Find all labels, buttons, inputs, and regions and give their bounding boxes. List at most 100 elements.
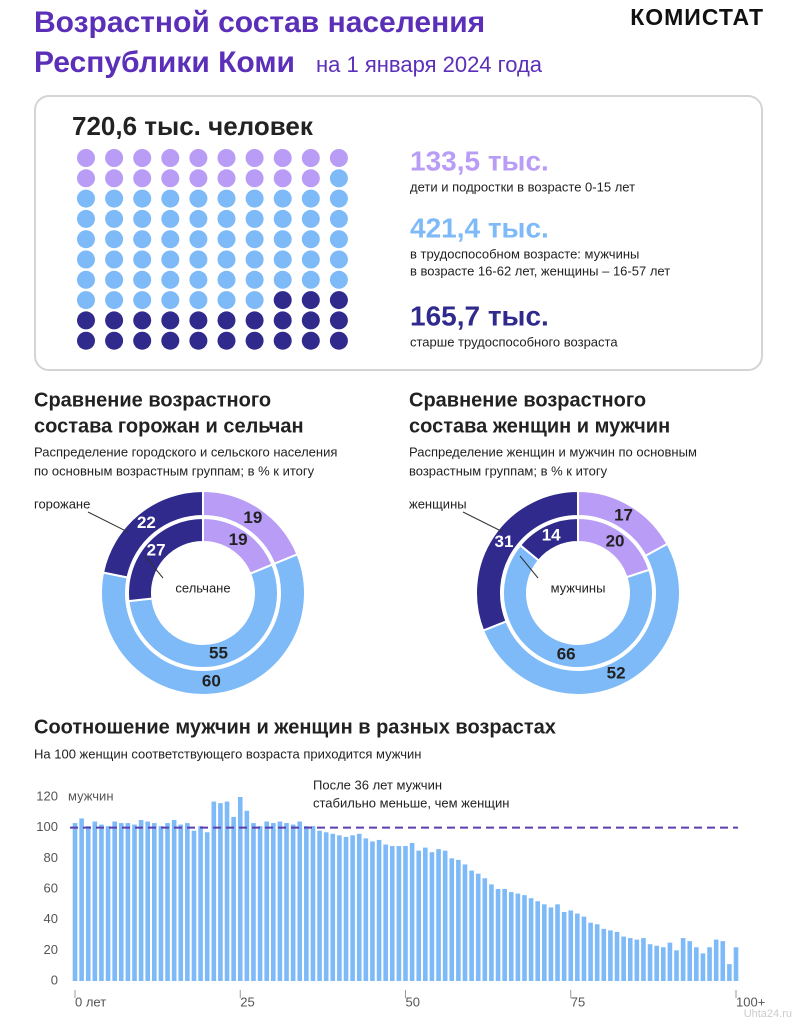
dot [329,230,348,249]
section-title: состава женщин и мужчин [409,415,670,437]
bar [654,945,659,981]
bar [85,826,91,981]
dot [245,149,264,167]
bar [330,833,336,981]
bar [694,947,699,981]
bar [204,832,210,981]
dot [77,291,95,310]
bar [138,820,144,981]
dot [105,250,124,269]
dot [329,169,348,188]
bar [165,823,170,981]
segment-label: 22 [137,513,156,532]
section-title: состава горожан и сельчан [34,415,304,437]
bar [647,944,653,981]
bar [528,898,534,981]
bar [356,833,362,981]
bar [118,823,124,981]
dot [133,189,152,208]
y-label: мужчин [68,788,114,803]
bar [284,823,289,981]
dot [245,291,264,310]
dot [77,209,95,228]
bar [707,947,712,981]
dot [245,209,264,228]
bar [601,928,607,981]
total: 720,6 тыс. человек [72,111,314,141]
bar [396,846,402,981]
dot [245,270,264,289]
segment-label: 19 [229,530,248,549]
dot [133,169,152,188]
bar [145,821,151,981]
dot [301,331,320,350]
bar [389,846,395,981]
x-tick-label: 50 [406,994,420,1009]
dot [245,189,264,208]
dot [133,149,152,167]
segment-label: 27 [147,540,166,559]
dot [105,209,124,228]
bar [687,941,693,981]
y-tick-label: 80 [44,850,58,865]
donut-segment [518,516,579,562]
bar [290,824,296,981]
bar [508,892,514,981]
dot [217,189,236,208]
segment-label: 17 [614,505,633,524]
dot [329,331,348,350]
dot [217,270,236,289]
bar [185,823,190,981]
bar [317,830,322,981]
dot [77,270,95,289]
bar [660,947,666,981]
bar [125,823,131,981]
bar [727,964,732,981]
dot [189,169,208,188]
bar [310,826,316,981]
bar [436,849,441,981]
bar [99,824,104,981]
segment-label: 66 [557,644,576,663]
bar [621,936,626,981]
y-tick-label: 100 [36,819,58,834]
dot [161,311,180,330]
dot [217,291,236,310]
bar [297,821,303,981]
dot [273,331,292,350]
dot [301,311,320,330]
donut-segment [502,543,654,669]
section-title: Сравнение возрастного [409,389,646,411]
dot [329,209,348,228]
title-line: Республики Коми [34,46,295,79]
bar [700,953,706,981]
dot [105,230,124,249]
bar [456,859,461,981]
x-tick-label: 25 [240,994,254,1009]
donut-segment [127,516,204,603]
dot [105,169,124,188]
series-name: горожане [34,496,90,511]
bar [92,821,98,981]
dot [133,250,152,269]
bar [337,835,342,981]
dot [133,270,152,289]
y-tick-label: 60 [44,880,58,895]
section-title: Сравнение возрастного [34,389,271,411]
bar [561,912,567,981]
bar [515,893,521,981]
bar [429,852,435,981]
bar [277,821,283,981]
bar [323,832,329,981]
dot [329,270,348,289]
bar [442,850,448,981]
x-tick-label: 100+ [736,994,765,1009]
section-title: Соотношение мужчин и женщин в разных воз… [34,716,556,738]
bar [575,913,580,981]
dot [329,311,348,330]
bar [634,939,640,981]
dot [189,331,208,350]
group-value: 165,7 тыс. [410,300,549,331]
donut-segment [100,553,306,696]
